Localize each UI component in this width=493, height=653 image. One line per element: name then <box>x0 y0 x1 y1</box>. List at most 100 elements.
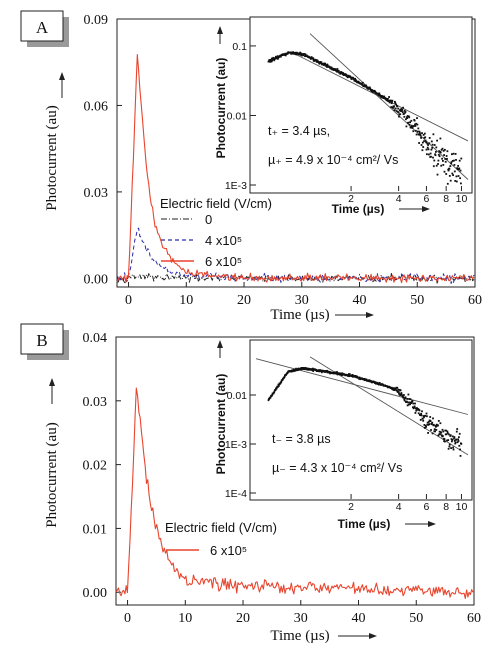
panel-a-inset-point <box>421 132 423 134</box>
panel-a-inset-point <box>427 148 430 151</box>
panel-b-inset-point <box>446 430 449 433</box>
panel-b-legend-label-0: 6 x10⁵ <box>210 543 247 558</box>
panel-b-inset-point <box>439 433 441 435</box>
panel-b-inset-point <box>336 371 338 373</box>
panel-b-inset-point <box>424 414 427 417</box>
panel-a-legend-item-0: 0 <box>161 212 212 227</box>
panel-b-inset-y-tick-label: 1E-3 <box>225 439 247 451</box>
panel-a-inset-point <box>434 154 437 157</box>
panel-a-inset-point <box>390 102 393 105</box>
panel-b-inset-point <box>394 387 397 390</box>
panel-a-inset-point <box>414 125 417 127</box>
panel-b-inset-mobility: µ₋ = 4.3 x 10⁻⁴ cm²/ Vs <box>272 461 402 475</box>
panel-b-inset-point <box>421 417 424 420</box>
panel-b-inset-point <box>422 419 425 422</box>
panel-b-inset-point <box>409 403 411 406</box>
panel-b-inset-point <box>283 376 286 378</box>
panel-a-inset-point <box>324 62 326 65</box>
panel-a-inset-point <box>453 159 455 162</box>
panel-a-y-ticks: 0.00 0.03 0.06 0.09 <box>84 13 122 287</box>
panel-a-inset-point <box>431 147 434 149</box>
panel-b-inset-point <box>425 426 427 428</box>
panel-b-inset-point <box>444 440 446 443</box>
panel-a-inset-point <box>435 151 437 153</box>
panel-a-inset-point <box>428 142 431 145</box>
panel-b-inset-point <box>407 403 410 406</box>
panel-a-inset-point <box>368 86 371 89</box>
panel-a-inset-point <box>398 115 400 118</box>
panel-a-inset-point <box>316 59 319 62</box>
panel-a-inset-point <box>270 60 273 63</box>
panel-a-inset-point <box>420 137 422 139</box>
panel-b-inset-point <box>407 401 409 404</box>
panel-a-inset-point <box>412 130 415 133</box>
panel-a: A 0.000.030.060.09 0 10 20 30 40 50 60 Photocu… <box>20 10 482 323</box>
panel-b-inset-point <box>408 398 411 400</box>
panel-a-y-arrow <box>59 72 65 98</box>
panel-b-inset-point <box>304 368 306 371</box>
panel-a-inset-point <box>444 160 447 163</box>
panel-b-inset-point <box>424 424 427 427</box>
panel-b-inset-point <box>453 440 456 442</box>
panel-a-inset-point <box>394 100 396 103</box>
panel-a-legend-label-1: 4 x10⁵ <box>205 233 242 248</box>
panel-a-inset-point <box>429 152 432 155</box>
panel-b-inset-transit-time: t₋ = 3.8 µs <box>272 432 331 446</box>
panel-b-inset-point <box>458 432 461 435</box>
panel-a-inset-point <box>424 139 427 142</box>
panel-b-inset-point <box>404 396 407 399</box>
panel-b-inset-point <box>431 421 434 424</box>
panel-a-inset-point <box>456 168 459 170</box>
panel-a-inset-point <box>430 140 433 143</box>
panel-a-inset-point <box>411 127 414 129</box>
panel-b-inset-point <box>400 392 403 394</box>
panel-b-inset-point <box>429 416 432 418</box>
panel-b-y-tick-label: 0.02 <box>83 459 108 474</box>
panel-a-inset-point <box>389 99 392 102</box>
panel-b-inset-point <box>435 425 437 428</box>
panel-b-inset-point <box>456 441 459 444</box>
panel-b-inset-point <box>426 421 429 424</box>
panel-a-inset-point <box>454 180 457 182</box>
panel-a-inset-point <box>453 170 456 173</box>
panel-b-x-axis-label: Time (µs) <box>270 628 329 644</box>
panel-a-inset-point <box>362 81 364 84</box>
panel-a-inset-point <box>459 169 462 172</box>
panel-b-inset-point <box>267 399 270 402</box>
panel-b-inset-point <box>432 423 435 426</box>
panel-b-inset-point <box>420 414 423 417</box>
panel-b-inset-x-tick-label: 6 <box>424 501 430 513</box>
panel-a-inset-point <box>383 95 386 98</box>
panel-a-inset-point <box>391 99 394 102</box>
panel-a-inset-point <box>422 134 425 136</box>
panel-a-inset-y-axis-label: Photocurrent (au) <box>214 58 228 159</box>
panel-b-x-tick-label: 10 <box>178 611 192 626</box>
panel-b-inset-point <box>412 402 415 405</box>
panel-a-inset-point <box>320 61 323 64</box>
panel-a-inset-point <box>363 84 366 86</box>
panel-b-inset-point <box>396 389 398 392</box>
panel-b-inset-point <box>450 447 452 449</box>
panel-a-inset-point <box>443 154 445 156</box>
panel-a-inset-point <box>268 59 271 61</box>
panel-b-inset-point <box>447 439 450 441</box>
panel-b-inset-point <box>446 439 448 442</box>
panel-b-y-tick-label: 0.03 <box>83 395 108 410</box>
panel-b-inset-point <box>430 429 432 431</box>
panel-a-inset-point <box>294 51 297 54</box>
panel-b-inset-point <box>413 406 416 409</box>
panel-b-inset-point <box>406 398 409 400</box>
panel-a-inset-point <box>392 105 395 108</box>
panel-a-inset-point <box>436 173 439 176</box>
panel-a-inset-point <box>300 53 303 55</box>
panel-b-inset-point <box>419 414 422 416</box>
panel-a-x-tick-label: 30 <box>295 293 309 308</box>
panel-a-inset-point <box>428 137 431 139</box>
panel-b-series-line <box>115 387 474 600</box>
panel-a-legend-item-1: 4 x10⁵ <box>161 233 242 248</box>
panel-a-inset-point <box>406 117 409 119</box>
panel-b-inset-x-tick-label: 4 <box>396 501 402 513</box>
panel-b-y-ticks: 0.00 0.01 0.02 0.03 0.04 <box>83 331 121 601</box>
panel-a-inset-point <box>421 149 424 152</box>
